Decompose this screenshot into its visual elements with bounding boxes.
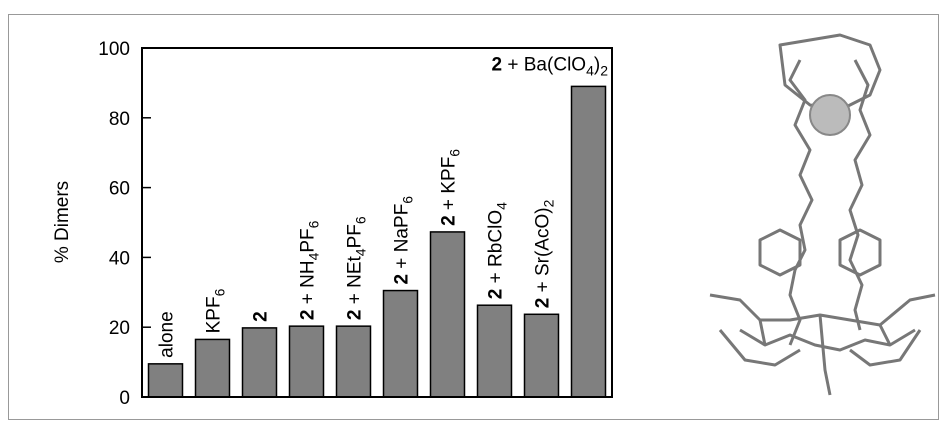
bar <box>196 339 230 397</box>
y-tick-label: 40 <box>109 248 130 269</box>
bar <box>337 326 371 397</box>
y-tick-label: 60 <box>109 179 130 200</box>
frame <box>9 15 939 420</box>
y-tick-label: 20 <box>109 318 130 339</box>
figure: % Dimers 0 20 40 60 80 100 alone KPF6 2 2 + NH4PF… <box>0 0 944 427</box>
y-tick-label: 0 <box>119 388 130 409</box>
bar-label: 2 + KPF6 <box>439 149 463 226</box>
bar-label: KPF6 <box>204 288 228 333</box>
bar-label: 2 + NH4PF6 <box>298 220 322 320</box>
molecule-image <box>710 35 935 395</box>
bar-label: 2 + Ba(ClO4)2 <box>491 54 608 78</box>
bar <box>572 86 606 397</box>
y-tick-label: 100 <box>98 39 130 60</box>
bar <box>149 364 183 397</box>
y-tick-label: 80 <box>109 109 130 130</box>
bar <box>525 314 559 397</box>
bar-label: 2 + RbClO4 <box>486 202 510 299</box>
bar-label: 2 <box>251 311 272 322</box>
bar <box>478 305 512 397</box>
bar-label: 2 + NEt4PF6 <box>345 216 369 320</box>
bar-label: 2 + Sr(AcO)2 <box>533 199 557 308</box>
bar-label: alone <box>157 311 178 358</box>
bar <box>243 328 277 397</box>
bar-label: 2 + NaPF6 <box>392 196 416 285</box>
y-axis-label: % Dimers <box>52 181 73 263</box>
bar <box>384 291 418 397</box>
bar <box>431 232 465 397</box>
bar <box>290 326 324 397</box>
